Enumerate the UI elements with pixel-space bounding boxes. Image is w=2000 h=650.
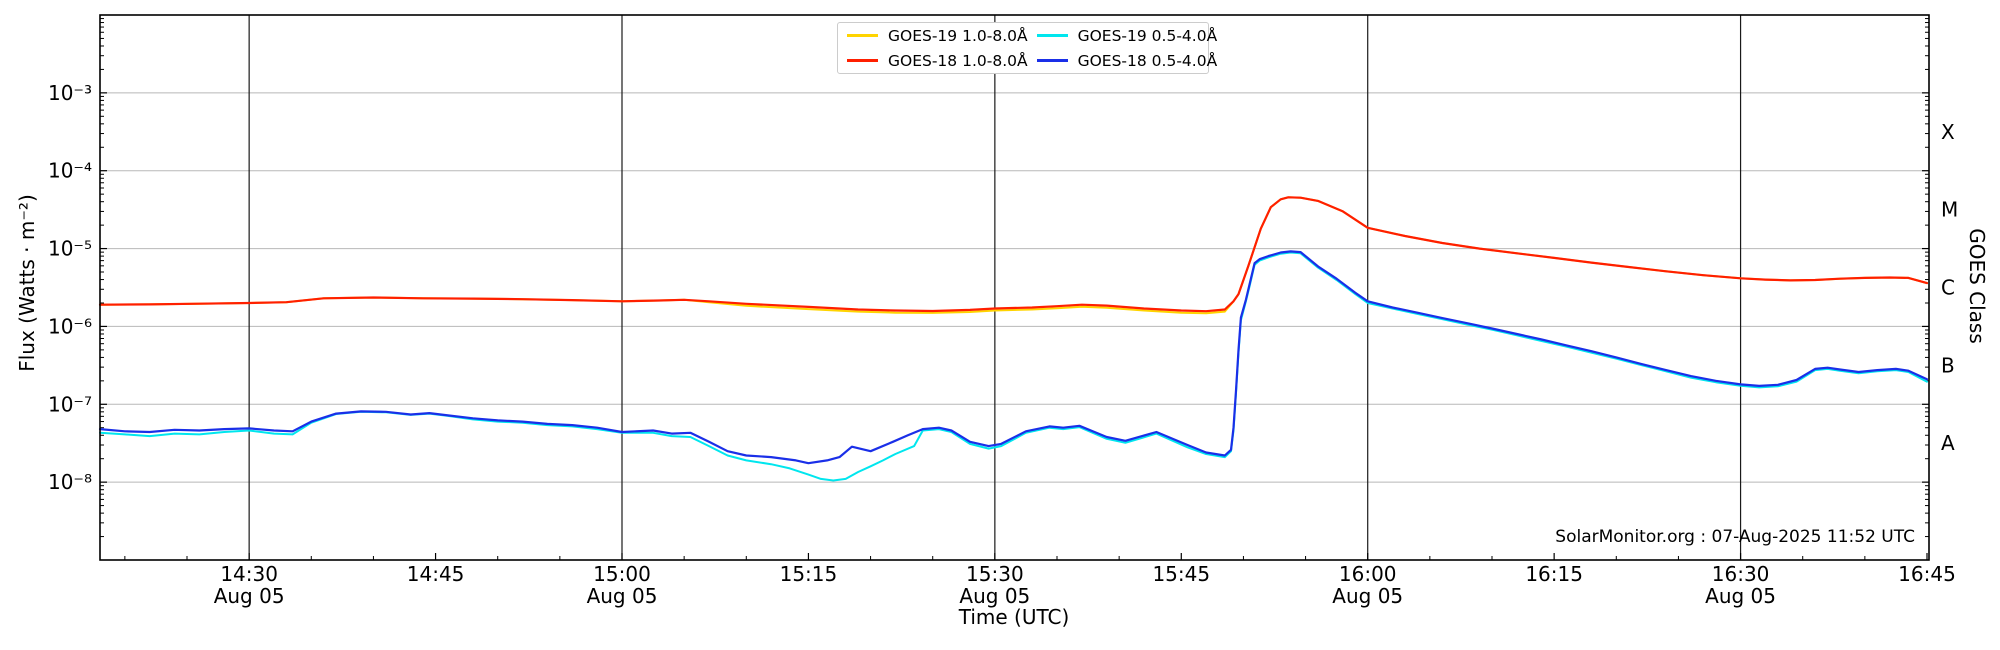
legend-item: GOES-18 0.5-4.0Å: [1028, 49, 1218, 73]
x-tick-label: 15:30: [966, 562, 1024, 586]
x-tick-label: 15:15: [780, 562, 838, 586]
goes-class-letter: C: [1941, 276, 1955, 300]
curve-goes-18-1-0-8-0-: [98, 196, 1929, 313]
goes18-short-line-swatch: [1036, 59, 1068, 62]
goes-class-letter: X: [1941, 120, 1955, 144]
x-tick-date-label: Aug 05: [587, 584, 658, 608]
curve-goes-19-1-0-8-0-: [99, 196, 1928, 315]
y-tick-label: 10⁻⁷: [48, 392, 92, 416]
legend-item: GOES-19 1.0-8.0Å: [838, 24, 1028, 48]
x-tick-label: 16:30: [1712, 562, 1770, 586]
goes-class-letter: M: [1941, 198, 1958, 222]
legend-item-label: GOES-19 1.0-8.0Å: [888, 26, 1028, 45]
y-tick-label: 10⁻³: [48, 81, 92, 105]
legend-item-label: GOES-19 0.5-4.0Å: [1077, 26, 1218, 45]
x-tick-label: 16:15: [1525, 562, 1583, 586]
legend-item: GOES-19 0.5-4.0Å: [1028, 24, 1218, 48]
legend-item-label: GOES-18 0.5-4.0Å: [1077, 51, 1218, 70]
x-tick-date-label: Aug 05: [959, 584, 1030, 608]
x-tick-label: 14:45: [407, 562, 465, 586]
goes19-short-line-swatch: [1036, 34, 1068, 37]
y-tick-label: 10⁻⁵: [48, 237, 92, 261]
x-tick-date-label: Aug 05: [1332, 584, 1403, 608]
goes-class-letter: A: [1941, 431, 1955, 455]
gridlines: [100, 15, 1929, 560]
x-tick-label: 14:30: [220, 562, 278, 586]
plot-frame: [99, 14, 1930, 561]
x-tick-label: 16:00: [1339, 562, 1397, 586]
goes-class-letter: B: [1941, 353, 1955, 377]
y-tick-label: 10⁻⁶: [48, 314, 92, 338]
legend-item: GOES-18 1.0-8.0Å: [838, 49, 1028, 73]
x-tick-label: 16:45: [1898, 562, 1956, 586]
goes18-long-line-swatch: [847, 59, 878, 62]
axis-ticks: [100, 18, 1929, 560]
x-tick-label: 15:00: [593, 562, 651, 586]
curve-goes-19-0-5-4-0-: [99, 251, 1928, 482]
x-tick-date-label: Aug 05: [214, 584, 285, 608]
x-axis-label-time: Time (UTC): [958, 605, 1070, 629]
y-axis-label-flux: Flux (Watts · m⁻²): [15, 194, 39, 372]
legend: GOES-19 1.0-8.0Å GOES-18 1.0-8.0Å GOES-1…: [837, 22, 1217, 74]
curve-goes-18-0-5-4-0-: [98, 250, 1929, 465]
watermark-solarmonitor: SolarMonitor.org : 07-Aug-2025 11:52 UTC: [1555, 527, 1915, 547]
x-tick-label: 15:45: [1152, 562, 1210, 586]
legend-item-label: GOES-18 1.0-8.0Å: [888, 51, 1028, 70]
y-tick-label: 10⁻⁸: [48, 470, 92, 494]
goes19-long-line-swatch: [847, 34, 878, 37]
x-tick-date-label: Aug 05: [1705, 584, 1776, 608]
flux-curves: [98, 196, 1929, 482]
y-axis-label-goes-class: GOES Class: [1965, 228, 1989, 344]
y-tick-label: 10⁻⁴: [48, 159, 92, 183]
